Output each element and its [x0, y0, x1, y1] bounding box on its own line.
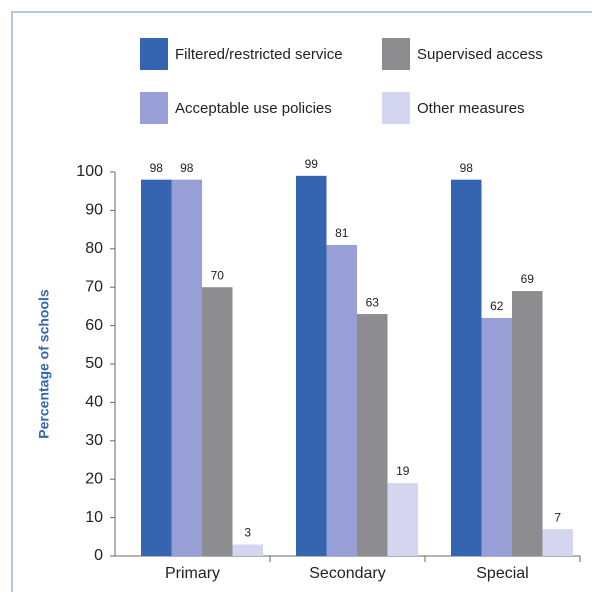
- value-label: 81: [335, 226, 349, 240]
- bar: [357, 314, 388, 556]
- value-label: 63: [366, 295, 380, 309]
- x-tick-label: Secondary: [309, 565, 386, 582]
- bar: [141, 179, 172, 556]
- value-label: 62: [490, 299, 504, 313]
- legend-label: Filtered/restricted service: [175, 46, 343, 63]
- y-tick-label: 10: [85, 509, 103, 526]
- value-label: 98: [180, 161, 194, 175]
- value-label: 19: [396, 464, 410, 478]
- bar: [326, 244, 357, 556]
- bar: [171, 179, 202, 556]
- value-label: 3: [244, 526, 251, 540]
- y-axis-label: Percentage of schools: [36, 289, 52, 439]
- legend-swatch: [382, 38, 410, 70]
- y-tick-label: 100: [76, 163, 103, 180]
- bar: [512, 291, 543, 556]
- legend-label: Acceptable use policies: [175, 100, 332, 117]
- bar: [387, 483, 418, 556]
- x-tick-label: Special: [476, 565, 528, 582]
- bar: [481, 317, 512, 556]
- y-tick-label: 40: [85, 394, 103, 411]
- value-label: 7: [554, 510, 561, 524]
- value-label: 98: [150, 161, 164, 175]
- legend-label: Other measures: [417, 100, 525, 117]
- value-label: 98: [460, 161, 474, 175]
- bar: [296, 175, 327, 556]
- legend-swatch: [140, 92, 168, 124]
- y-tick-label: 20: [85, 470, 103, 487]
- value-label: 69: [521, 272, 535, 286]
- x-tick-label: Primary: [165, 565, 220, 582]
- value-label: 99: [305, 157, 319, 171]
- y-tick-label: 70: [85, 278, 103, 295]
- bar: [232, 544, 263, 556]
- bar: [451, 179, 482, 556]
- bar: [542, 529, 573, 556]
- legend-swatch: [140, 38, 168, 70]
- y-tick-label: 60: [85, 317, 103, 334]
- legend-swatch: [382, 92, 410, 124]
- y-tick-label: 90: [85, 202, 103, 219]
- value-label: 70: [211, 268, 225, 282]
- y-tick-label: 80: [85, 240, 103, 257]
- bar: [202, 287, 233, 556]
- y-tick-label: 0: [94, 547, 103, 564]
- frame: [11, 11, 592, 592]
- y-tick-label: 30: [85, 432, 103, 449]
- legend-label: Supervised access: [417, 46, 543, 63]
- y-tick-label: 50: [85, 355, 103, 372]
